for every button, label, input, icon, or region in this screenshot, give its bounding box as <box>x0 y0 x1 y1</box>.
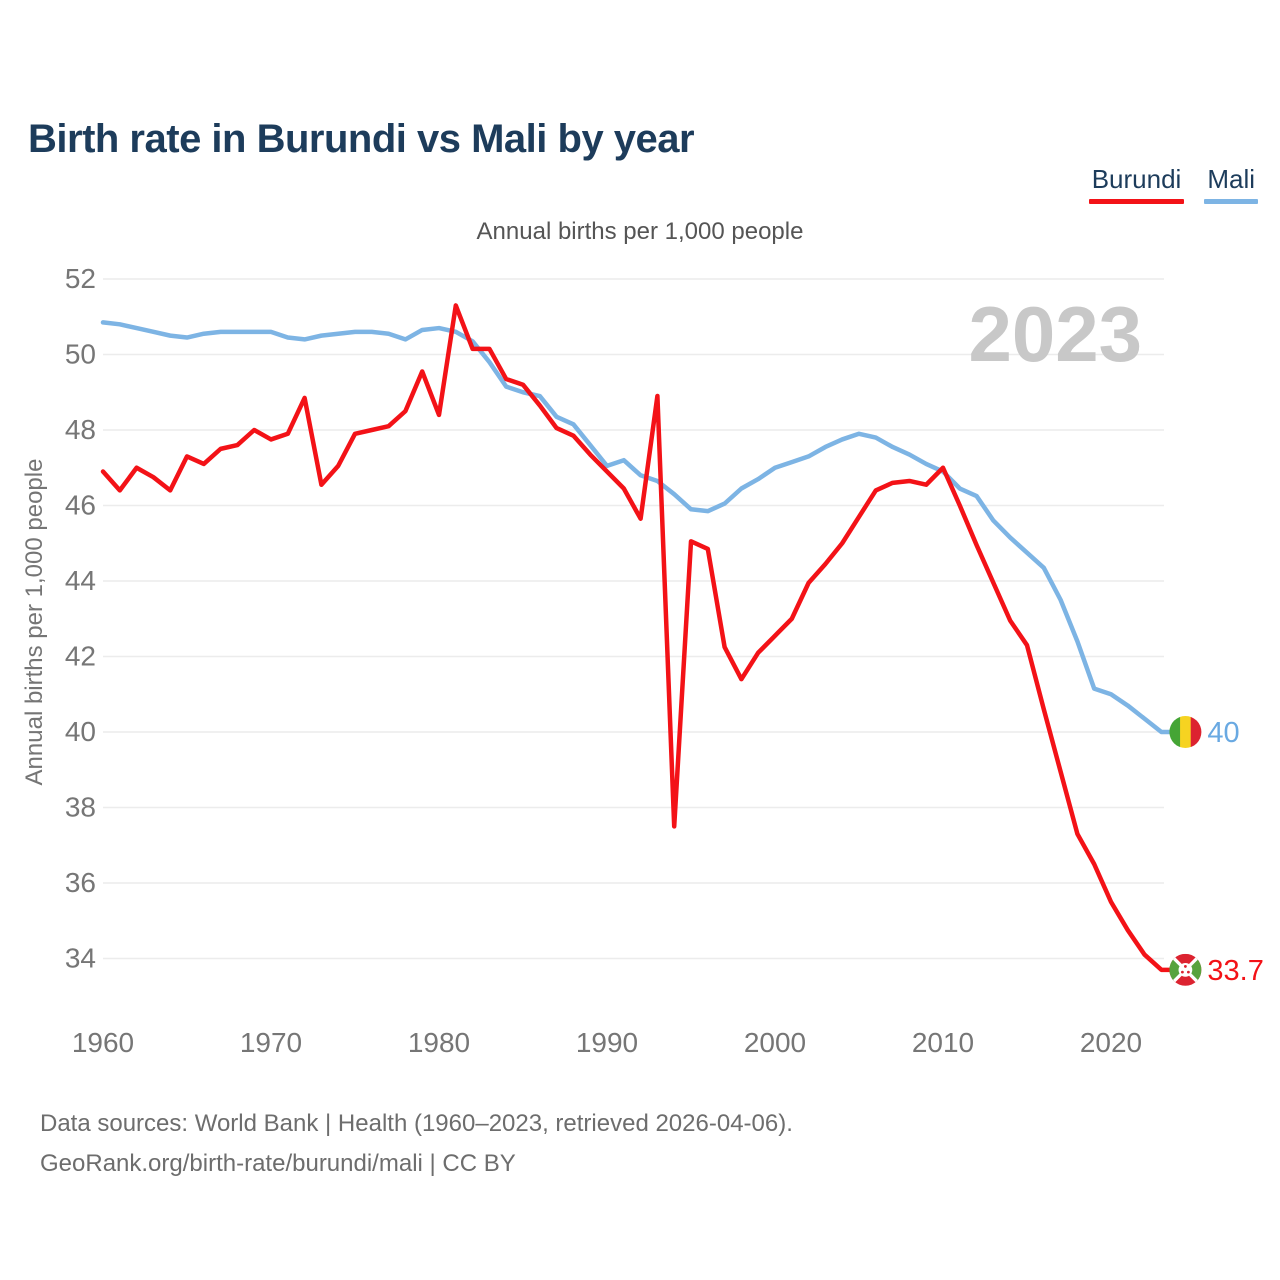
footer: Data sources: World Bank | Health (1960–… <box>40 1104 793 1184</box>
page-title: Birth rate in Burundi vs Mali by year <box>28 116 695 161</box>
x-tick-label: 1970 <box>240 1027 302 1058</box>
y-tick-label: 34 <box>65 943 96 974</box>
x-tick-label: 1960 <box>72 1027 134 1058</box>
chart-title: Annual births per 1,000 people <box>476 218 804 245</box>
legend: Burundi Mali <box>1088 164 1258 204</box>
footer-attribution: GeoRank.org/birth-rate/burundi/mali | CC… <box>40 1150 516 1177</box>
legend-item-burundi[interactable]: Burundi <box>1088 164 1185 204</box>
x-tick-label: 2010 <box>912 1027 974 1058</box>
footer-sources: Data sources: World Bank | Health (1960–… <box>40 1110 793 1137</box>
legend-swatch-mali <box>1204 199 1258 204</box>
watermark-year: 2023 <box>968 290 1142 378</box>
y-tick-label: 50 <box>65 339 96 370</box>
series-line-mali[interactable] <box>100 320 1188 735</box>
series-line-burundi[interactable] <box>100 303 1188 973</box>
x-tick-label: 1990 <box>576 1027 638 1058</box>
y-tick-label: 52 <box>65 263 96 294</box>
y-tick-label: 44 <box>65 565 96 596</box>
y-axis-title: Annual births per 1,000 people <box>21 459 48 786</box>
y-tick-label: 40 <box>65 716 96 747</box>
y-tick-label: 36 <box>65 867 96 898</box>
x-tick-label: 1980 <box>408 1027 470 1058</box>
end-value-label-mali: 40 <box>1207 717 1239 749</box>
mali-flag-icon <box>1169 716 1202 748</box>
end-value-label-burundi: 33.7 <box>1207 955 1263 987</box>
end-marker-mali <box>1169 716 1202 748</box>
burundi-flag-icon <box>1169 953 1202 986</box>
gridlines <box>103 278 1164 960</box>
end-marker-burundi <box>1169 953 1202 986</box>
x-tick-label: 2020 <box>1080 1027 1142 1058</box>
x-tick-label: 2000 <box>744 1027 806 1058</box>
y-tick-label: 48 <box>65 414 96 445</box>
y-tick-label: 42 <box>65 641 96 672</box>
legend-label-mali: Mali <box>1207 164 1255 194</box>
y-tick-label: 38 <box>65 792 96 823</box>
legend-swatch-burundi <box>1088 199 1185 204</box>
y-tick-label: 46 <box>65 490 96 521</box>
legend-item-mali[interactable]: Mali <box>1204 164 1258 204</box>
legend-label-burundi: Burundi <box>1091 164 1182 194</box>
